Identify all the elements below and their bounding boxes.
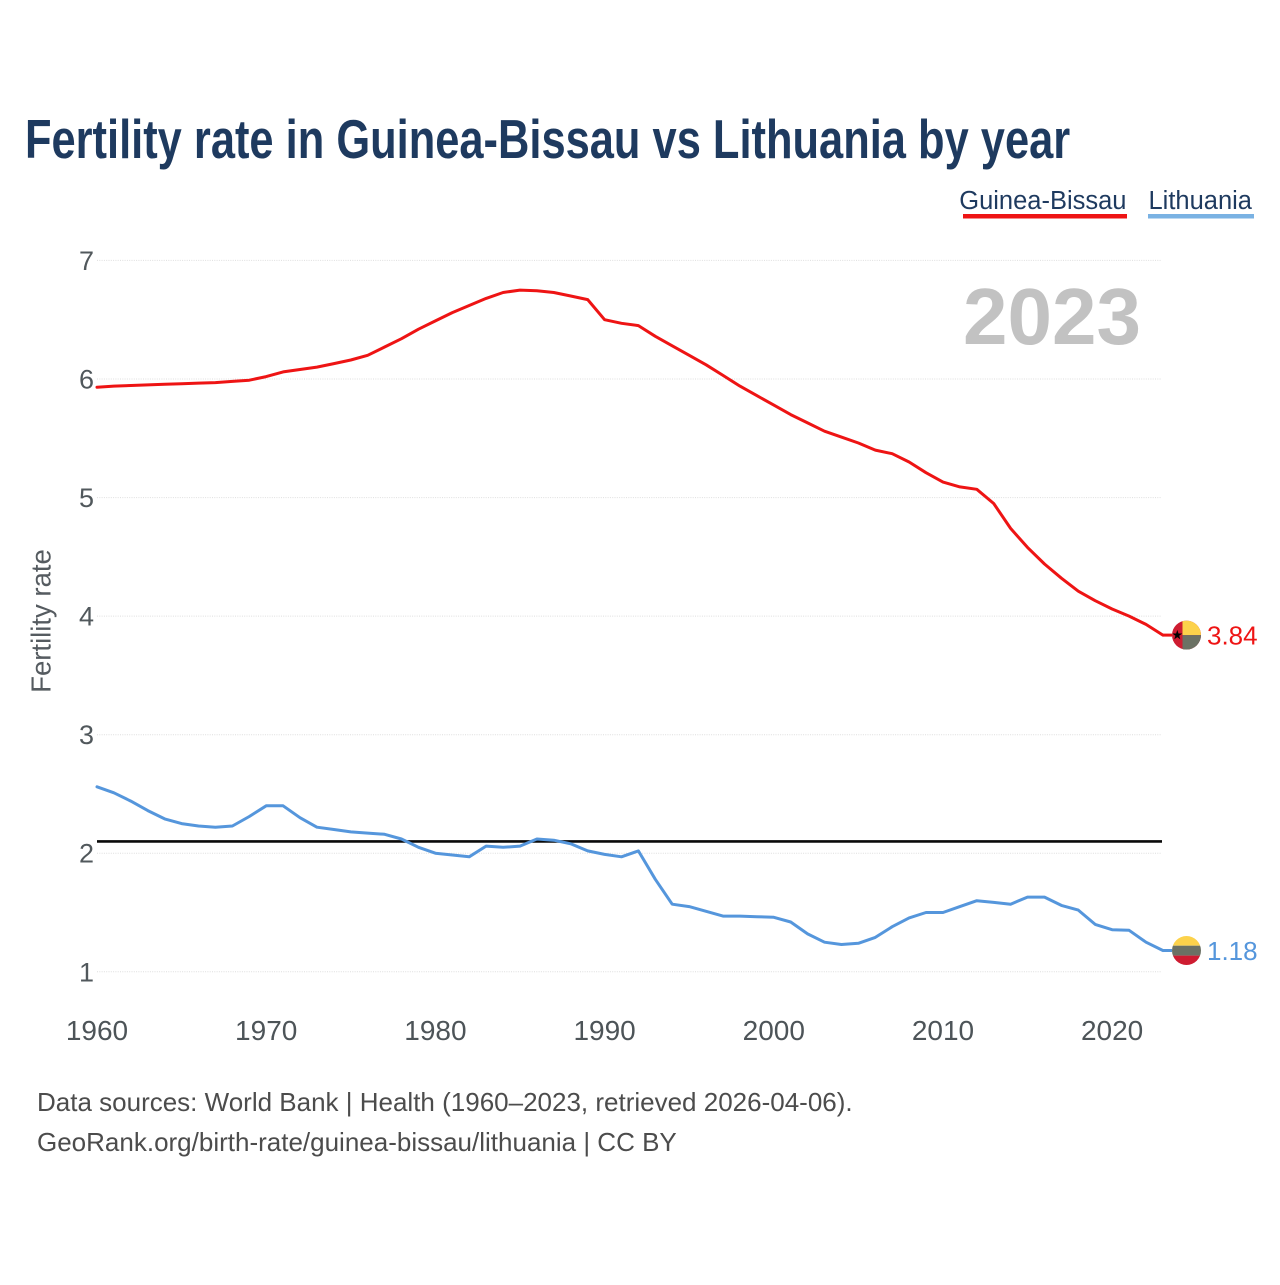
svg-text:1: 1 [79, 957, 94, 987]
svg-text:Fertility rate: Fertility rate [26, 549, 57, 693]
svg-text:7: 7 [79, 246, 94, 276]
svg-text:2010: 2010 [912, 1015, 974, 1046]
svg-text:Data sources: World Bank | Hea: Data sources: World Bank | Health (1960–… [37, 1087, 853, 1117]
svg-text:1960: 1960 [66, 1015, 128, 1046]
svg-text:5: 5 [79, 483, 94, 513]
svg-text:4: 4 [79, 602, 94, 632]
svg-text:1980: 1980 [404, 1015, 466, 1046]
svg-text:1970: 1970 [235, 1015, 297, 1046]
svg-text:2020: 2020 [1081, 1015, 1143, 1046]
svg-text:2000: 2000 [743, 1015, 805, 1046]
svg-text:2: 2 [79, 839, 94, 869]
svg-text:1990: 1990 [573, 1015, 635, 1046]
svg-text:GeoRank.org/birth-rate/guinea-: GeoRank.org/birth-rate/guinea-bissau/lit… [37, 1127, 677, 1157]
svg-text:2023: 2023 [963, 272, 1141, 361]
svg-text:Fertility rate in Guinea-Bissa: Fertility rate in Guinea-Bissau vs Lithu… [25, 108, 1070, 170]
svg-text:Guinea-Bissau: Guinea-Bissau [959, 187, 1126, 215]
svg-text:Lithuania: Lithuania [1148, 187, 1252, 215]
svg-text:3.84: 3.84 [1207, 621, 1258, 651]
svg-text:1.18: 1.18 [1207, 936, 1258, 966]
svg-text:3: 3 [79, 720, 94, 750]
svg-text:6: 6 [79, 365, 94, 395]
